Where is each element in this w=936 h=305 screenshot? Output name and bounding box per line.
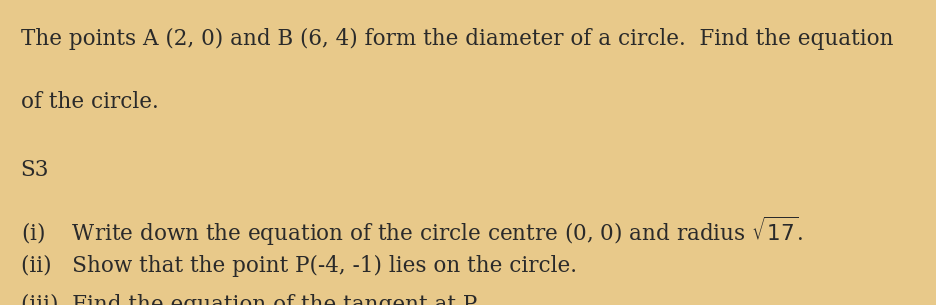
Text: S3: S3 — [21, 159, 49, 181]
Text: of the circle.: of the circle. — [21, 92, 158, 113]
Text: (ii)   Show that the point P(-4, -1) lies on the circle.: (ii) Show that the point P(-4, -1) lies … — [21, 255, 577, 277]
Text: (i)    Write down the equation of the circle centre (0, 0) and radius $\sqrt{17}: (i) Write down the equation of the circl… — [21, 215, 803, 248]
Text: (iii)  Find the equation of the tangent at P.: (iii) Find the equation of the tangent a… — [21, 293, 479, 305]
Text: The points A (2, 0) and B (6, 4) form the diameter of a circle.  Find the equati: The points A (2, 0) and B (6, 4) form th… — [21, 27, 893, 49]
